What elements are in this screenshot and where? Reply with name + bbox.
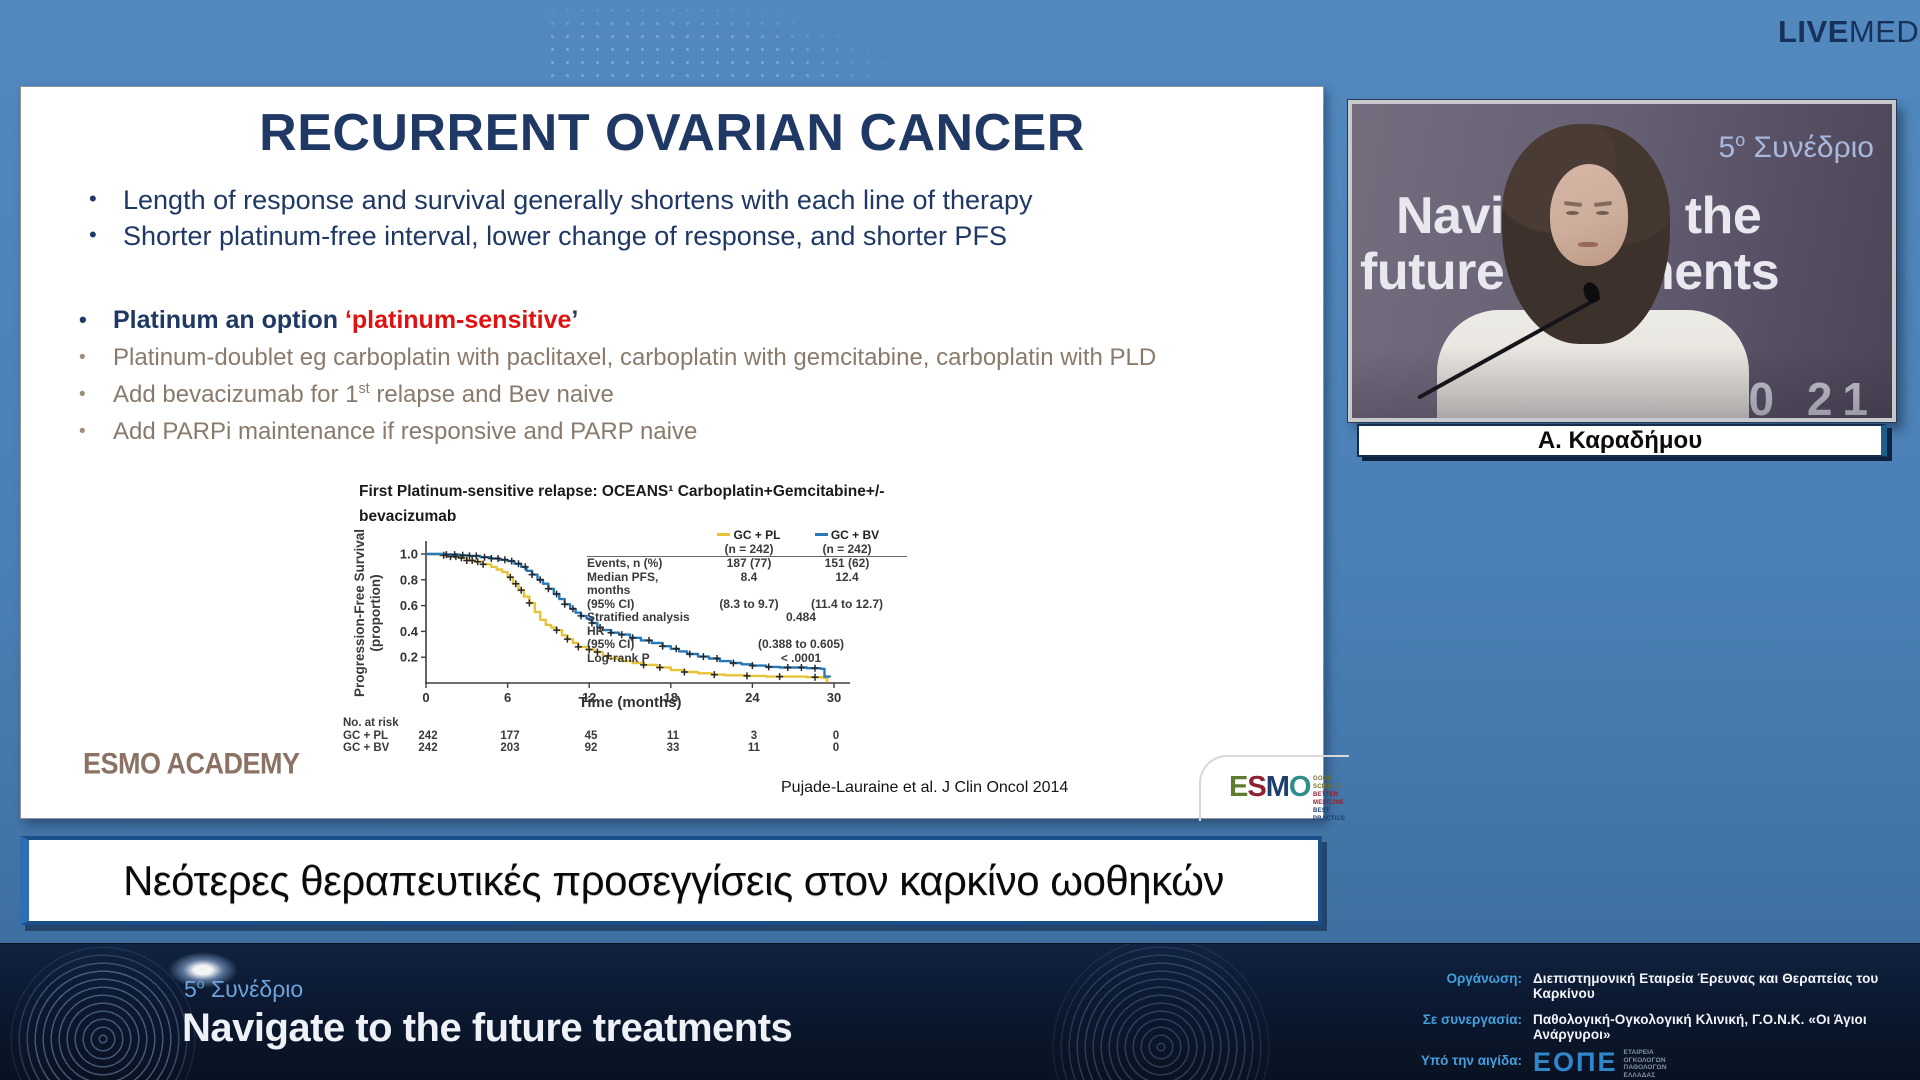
km-stats-rows: Events, n (%) 187 (77) 151 (62) Median PFS,… — [587, 556, 907, 665]
bullet-item: • Add bevacizumab for 1st relapse and Be… — [79, 381, 614, 409]
bullet-icon: • — [89, 222, 97, 247]
footer-conference-number: 5ο Συνέδριο — [184, 976, 304, 1002]
video-shade — [1352, 348, 1892, 418]
bullet-icon: • — [79, 347, 86, 368]
x-axis-label: Time (months) — [578, 694, 682, 711]
svg-text:0: 0 — [422, 690, 429, 705]
km-stats-row: (95% CI) (0.388 to 0.605) — [587, 637, 845, 651]
bullet-text: Length of response and survival generall… — [123, 185, 1033, 215]
presentation-slide: RECURRENT OVARIAN CANCER • Length of res… — [20, 86, 1349, 822]
eope-logo: ΕΟΠΕ ΕΤΑΙΡΕΙΑ ΟΓΚΟΛΟΓΩΝ ΠΑΘΟΛΟΓΩΝ ΕΛΛΑΔΑ… — [1533, 1049, 1667, 1079]
km-stats-table: GC + PL GC + BV (n = 242) (n = 242) Even… — [587, 528, 907, 665]
citation: Pujade-Lauraine et al. J Clin Oncol 2014 — [781, 779, 1069, 796]
dots-decoration — [545, 4, 885, 82]
session-title-banner: Νεότερες θεραπευτικές προσεγγίσεις στον … — [20, 836, 1322, 925]
livemed-logo-bold: LIVE — [1778, 14, 1849, 49]
svg-text:6: 6 — [504, 690, 511, 705]
livemed-logo-light: MED — [1848, 14, 1920, 49]
eope-logo-text: ΕΟΠΕ — [1533, 1047, 1618, 1077]
esmo-logo: ESMO — [1229, 771, 1311, 803]
svg-text:0.4: 0.4 — [400, 624, 419, 639]
svg-text:24: 24 — [745, 690, 760, 705]
km-chart: First Platinum-sensitive relapse: OCEANS… — [341, 479, 931, 784]
km-plot: 1.0 0.8 0.6 0.4 0.2 0 6 12 18 24 30 — [400, 541, 850, 705]
bullet-text: Platinum an option — [113, 306, 345, 334]
legend-swatch-gcbv — [814, 532, 828, 536]
km-legend-n: (n = 242) (n = 242) — [587, 542, 907, 557]
bullet-icon: • — [89, 186, 97, 211]
credit-value: Παθολογική-Ογκολογική Κλινική, Γ.Ο.Ν.Κ. … — [1533, 1012, 1867, 1042]
bullet-item: • Shorter platinum-free interval, lower … — [89, 221, 1007, 252]
bullet-text: Add bevacizumab for 1 — [113, 381, 359, 408]
credit-row: Υπό την αιγίδα: ΕΟΠΕ ΕΤΑΙΡΕΙΑ ΟΓΚΟΛΟΓΩΝ … — [1355, 1049, 1910, 1079]
video-conference-number: 5ο Συνέδριο — [1718, 130, 1874, 164]
chart-title-line2: bevacizumab — [359, 508, 457, 525]
session-title: Νεότερες θεραπευτικές προσεγγίσεις στον … — [123, 856, 1224, 904]
esmo-logo-taglines: GOOD SCIENCE BETTER MEDICINE BEST PRACTICE — [1313, 776, 1346, 822]
svg-text:0.6: 0.6 — [400, 598, 418, 613]
eope-logo-taglines: ΕΤΑΙΡΕΙΑ ΟΓΚΟΛΟΓΩΝ ΠΑΘΟΛΟΓΩΝ ΕΛΛΑΔΑΣ — [1623, 1049, 1667, 1079]
credit-label: Σε συνεργασία: — [1422, 1012, 1522, 1027]
bullet-text: ’ — [571, 306, 579, 334]
legend-label-gcbv: GC + BV — [830, 528, 880, 542]
chart-title-line1: First Platinum-sensitive relapse: OCEANS… — [359, 483, 885, 500]
credit-label: Οργάνωση: — [1446, 971, 1522, 986]
svg-text:18: 18 — [664, 690, 678, 705]
bullet-highlight: ‘platinum-sensitive — [344, 306, 572, 334]
bullet-item: • Length of response and survival genera… — [89, 185, 1033, 216]
bullet-icon: • — [79, 384, 86, 405]
footer-conference-title: Navigate to the future treatments — [182, 1006, 793, 1050]
speaker-video: 5ο Συνέδριο Navigate to the future treat… — [1348, 100, 1896, 422]
bullet-text: relapse and Bev naive — [369, 381, 614, 408]
ripple-graphic-center — [1046, 944, 1276, 1080]
bullet-sup: st — [358, 381, 370, 397]
credit-row: Οργάνωση: Διεπιστημονική Εταιρεία Έρευνα… — [1355, 971, 1910, 1001]
chart-title: First Platinum-sensitive relapse: OCEANS… — [359, 479, 899, 529]
svg-text:12: 12 — [582, 690, 596, 705]
bullet-text: Platinum-doublet eg carboplatin with pac… — [113, 344, 1157, 371]
credit-row: Σε συνεργασία: Παθολογική-Ογκολογική Κλι… — [1355, 1012, 1910, 1042]
svg-text:0.8: 0.8 — [400, 572, 418, 587]
bullet-text: Add PARPi maintenance if responsive and … — [113, 418, 698, 445]
km-stats-row: Median PFS, months 8.4 12.4 — [587, 569, 859, 597]
svg-text:0.2: 0.2 — [400, 650, 418, 665]
light-flare — [168, 952, 238, 988]
bullet-icon: • — [79, 307, 87, 332]
bullet-text: Shorter platinum-free interval, lower ch… — [123, 221, 1007, 251]
esmo-logo-frame — [1199, 755, 1349, 821]
svg-text:30: 30 — [827, 690, 841, 705]
slide-title: RECURRENT OVARIAN CANCER — [259, 104, 1085, 162]
bullet-item-platinum: • Platinum an option ‘platinum-sensitive… — [79, 306, 579, 335]
speaker-name-plate: Α. Καραδήμου — [1357, 424, 1887, 457]
y-axis-label: Progression-Free Survival (proportion) — [352, 528, 383, 698]
livemed-logo: LIVEMED — [1778, 14, 1919, 50]
esmo-academy-logo: ESMO ACADEMY — [83, 747, 300, 781]
footer-credits: Οργάνωση: Διεπιστημονική Εταιρεία Έρευνα… — [1355, 971, 1910, 1080]
credit-label: Υπό την αιγίδα: — [1420, 1053, 1522, 1068]
bullet-item: • Platinum-doublet eg carboplatin with p… — [79, 344, 1157, 372]
km-stats-row: (95% CI) (8.3 to 9.7) (11.4 to 12.7) — [587, 596, 884, 611]
bullet-icon: • — [79, 421, 86, 442]
credit-value: Διεπιστημονική Εταιρεία Έρευνας και Θερα… — [1533, 971, 1879, 1001]
km-stats-row: Log-rank P < .0001 — [587, 650, 822, 665]
svg-text:1.0: 1.0 — [400, 547, 418, 562]
km-legend: GC + PL GC + BV — [587, 528, 907, 543]
legend-label-gcpl: GC + PL — [733, 528, 781, 542]
footer-bar: 5ο Συνέδριο Navigate to the future treat… — [0, 943, 1920, 1080]
km-stats-row: Events, n (%) 187 (77) 151 (62) — [587, 556, 870, 570]
video-date-fragment: 0 21 — [1748, 372, 1878, 418]
km-stats-row: Stratified analysis HR 0.484 — [587, 610, 817, 638]
legend-swatch-gcpl — [717, 532, 731, 536]
speaker-face — [1550, 164, 1628, 266]
bullet-item: • Add PARPi maintenance if responsive an… — [79, 418, 698, 446]
